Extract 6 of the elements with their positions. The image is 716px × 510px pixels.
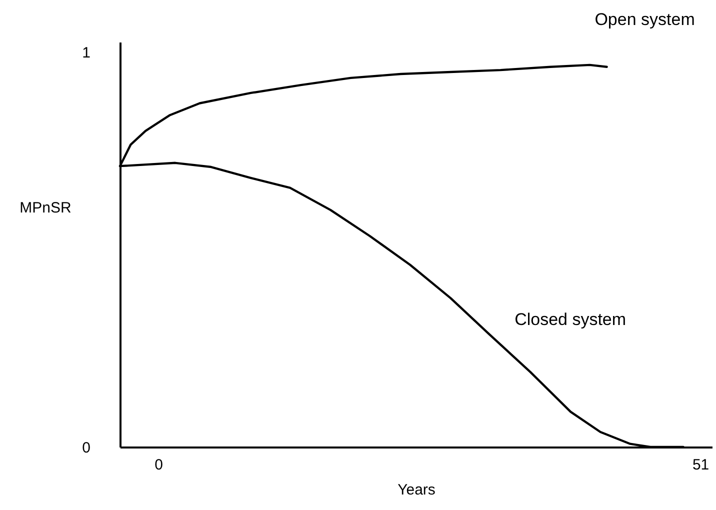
text: Open system: [594, 10, 695, 29]
y-tick-label: 1: [82, 44, 90, 62]
x-tick-label: 51: [692, 456, 710, 474]
series-label: Closed system: [514, 310, 626, 329]
y-axis-title: MPnSR: [20, 200, 72, 216]
x-axis-title: Years: [398, 482, 436, 498]
